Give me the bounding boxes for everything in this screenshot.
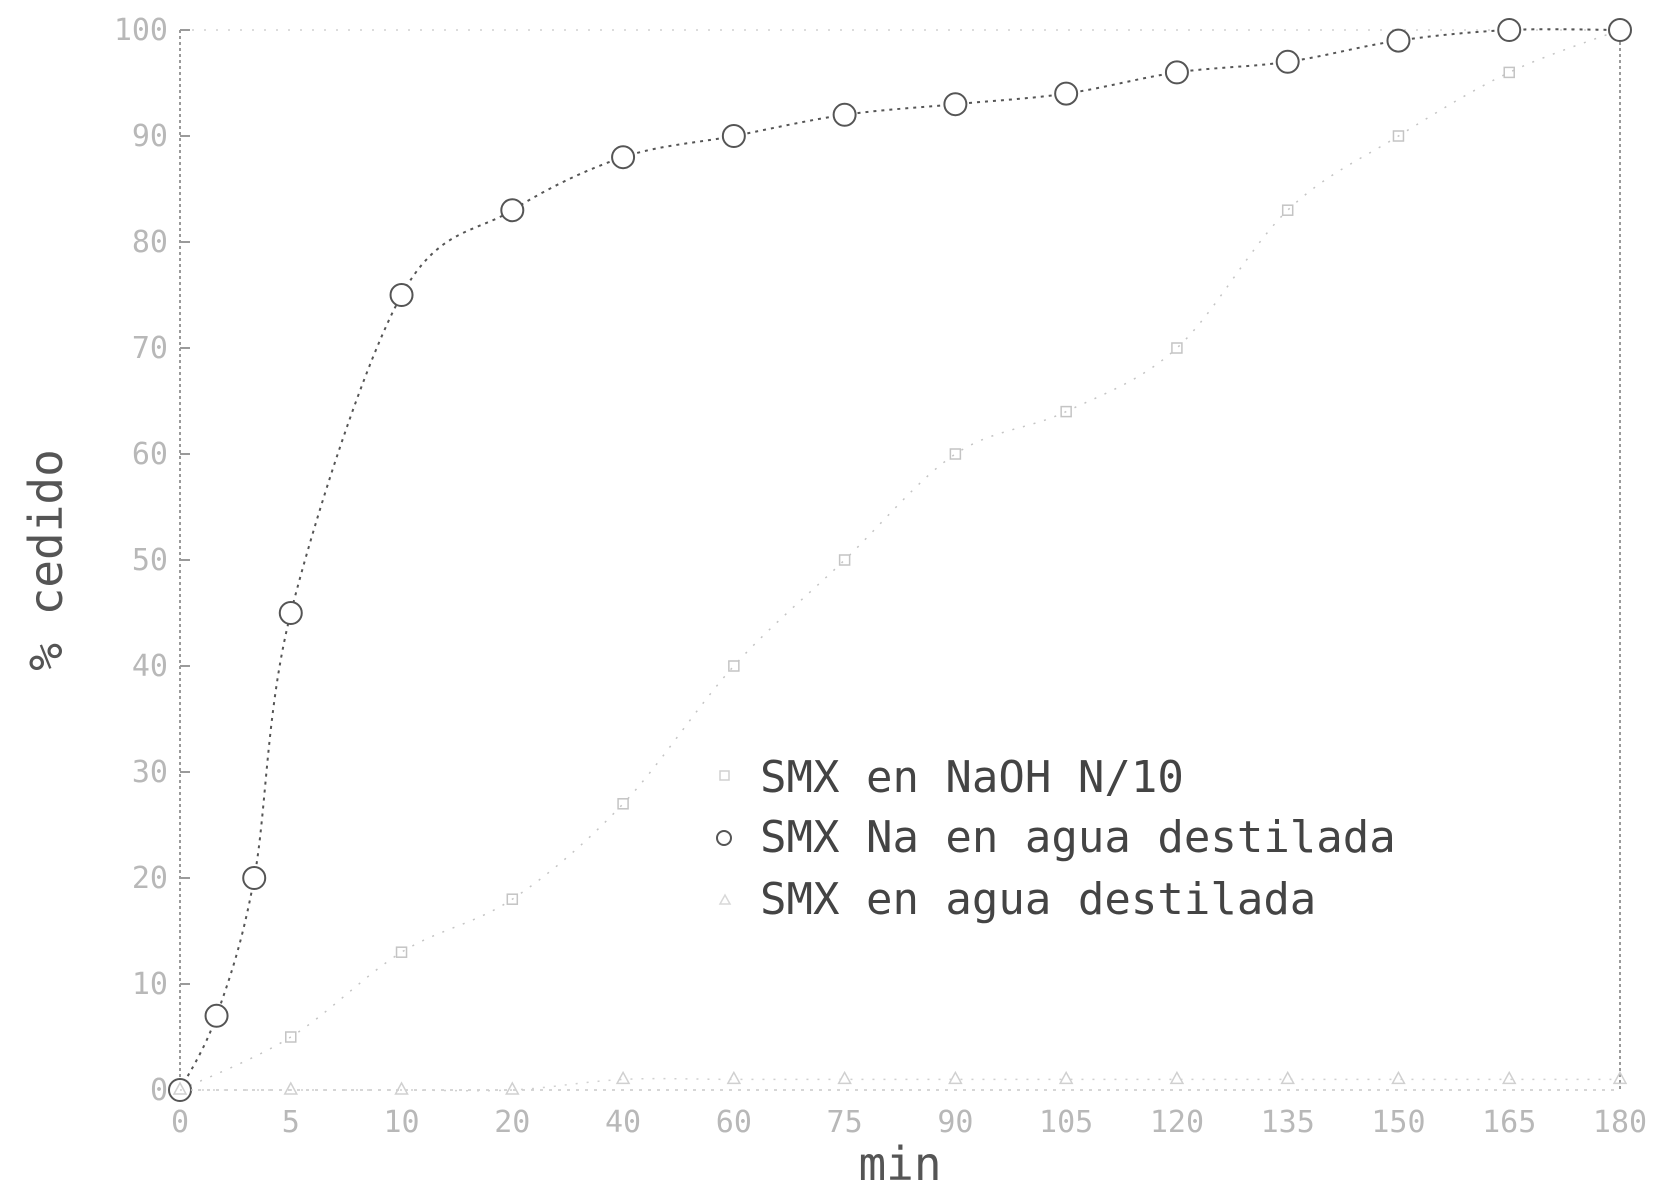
x-tick-label: 120 <box>1150 1105 1204 1140</box>
series-layer <box>168 18 1632 1102</box>
legend-marker-square <box>719 770 730 781</box>
data-point-circle <box>278 601 303 625</box>
data-point-triangle <box>1280 1070 1295 1085</box>
y-tick-label: 50 <box>132 543 168 578</box>
data-point-square <box>1281 204 1294 216</box>
x-tick-label: 75 <box>827 1105 863 1140</box>
data-point-square <box>285 1031 297 1043</box>
y-tick-label: 70 <box>132 331 168 366</box>
data-point-circle <box>721 124 746 148</box>
x-tick-label: 5 <box>282 1105 300 1140</box>
data-point-square <box>617 798 629 810</box>
data-point-circle <box>1275 49 1300 74</box>
data-point-circle <box>943 92 968 117</box>
x-tick-label: 10 <box>383 1105 419 1140</box>
data-point-triangle <box>837 1070 852 1085</box>
data-point-circle <box>611 145 636 170</box>
x-axis-title: min <box>858 1137 941 1191</box>
data-point-circle <box>389 283 414 307</box>
x-tick-label: 135 <box>1261 1105 1315 1140</box>
y-tick-label: 90 <box>132 119 168 154</box>
data-point-triangle <box>948 1070 963 1085</box>
legend: SMX en NaOH N/10 SMX Na en agua destilad… <box>716 752 1396 925</box>
legend-marker-triangle <box>718 893 732 905</box>
data-point-square <box>1503 66 1515 79</box>
y-tick-label: 20 <box>132 861 168 896</box>
x-tick-label: 165 <box>1482 1105 1536 1140</box>
data-point-square <box>1392 130 1405 142</box>
data-point-triangle <box>394 1081 409 1095</box>
series-line-1 <box>179 28 1621 1091</box>
y-tick-label: 0 <box>150 1073 168 1108</box>
x-tick-label: 0 <box>171 1105 189 1140</box>
data-point-triangle <box>1169 1070 1185 1085</box>
data-point-circle <box>1164 60 1189 85</box>
data-point-square <box>728 660 740 672</box>
y-axis-title: % cedido <box>19 449 73 671</box>
x-tick-label: 90 <box>937 1105 973 1140</box>
series-line-0 <box>179 29 1621 1091</box>
x-tick-label: 180 <box>1593 1105 1647 1140</box>
data-point-circle <box>1608 18 1632 42</box>
y-tick-label: 40 <box>132 649 168 684</box>
data-point-triangle <box>726 1070 742 1085</box>
data-point-square <box>838 554 851 566</box>
data-point-triangle <box>505 1081 520 1095</box>
legend-marker-circle <box>716 830 732 846</box>
data-point-triangle <box>283 1081 299 1095</box>
data-point-triangle <box>1612 1070 1628 1085</box>
plot-frame <box>179 29 1621 1091</box>
x-tick-label: 40 <box>605 1105 641 1140</box>
x-tick-label: 60 <box>716 1105 752 1140</box>
data-point-circle <box>242 866 267 890</box>
legend-label-naoh: SMX en NaOH N/10 <box>760 752 1184 803</box>
data-point-circle <box>500 198 525 223</box>
data-point-triangle <box>1501 1070 1517 1085</box>
data-point-triangle <box>1058 1070 1074 1085</box>
x-tick-label: 105 <box>1039 1105 1093 1140</box>
data-point-circle <box>1386 28 1411 53</box>
y-tick-label: 30 <box>132 755 168 790</box>
x-tick-label: 150 <box>1371 1105 1425 1140</box>
legend-label-smx-na: SMX Na en agua destilada <box>760 812 1396 863</box>
legend-label-agua: SMX en agua destilada <box>760 874 1316 925</box>
data-point-square <box>1060 405 1072 418</box>
y-tick-label: 60 <box>132 437 168 472</box>
data-point-circle <box>832 102 857 127</box>
y-tick-label: 10 <box>132 967 168 1002</box>
series-line-2 <box>179 1077 1620 1092</box>
data-point-square <box>949 448 962 460</box>
data-point-circle <box>1497 18 1522 42</box>
data-point-square <box>1171 342 1183 354</box>
y-tick-label: 100 <box>114 13 168 48</box>
data-point-triangle <box>172 1081 188 1095</box>
data-point-triangle <box>615 1070 631 1085</box>
data-point-triangle <box>1391 1070 1406 1085</box>
data-point-square <box>395 946 408 958</box>
x-tick-labels: 0 5 10 20 40 60 75 90 105 120 135 150 165 180 <box>171 1105 1647 1140</box>
data-point-square <box>506 893 519 905</box>
data-point-circle <box>204 1003 229 1028</box>
data-point-circle <box>1054 81 1079 106</box>
y-tick-labels: 0 10 20 30 40 50 60 70 80 90 100 <box>114 13 190 1108</box>
x-tick-label: 20 <box>494 1105 530 1140</box>
y-tick-label: 80 <box>132 225 168 260</box>
